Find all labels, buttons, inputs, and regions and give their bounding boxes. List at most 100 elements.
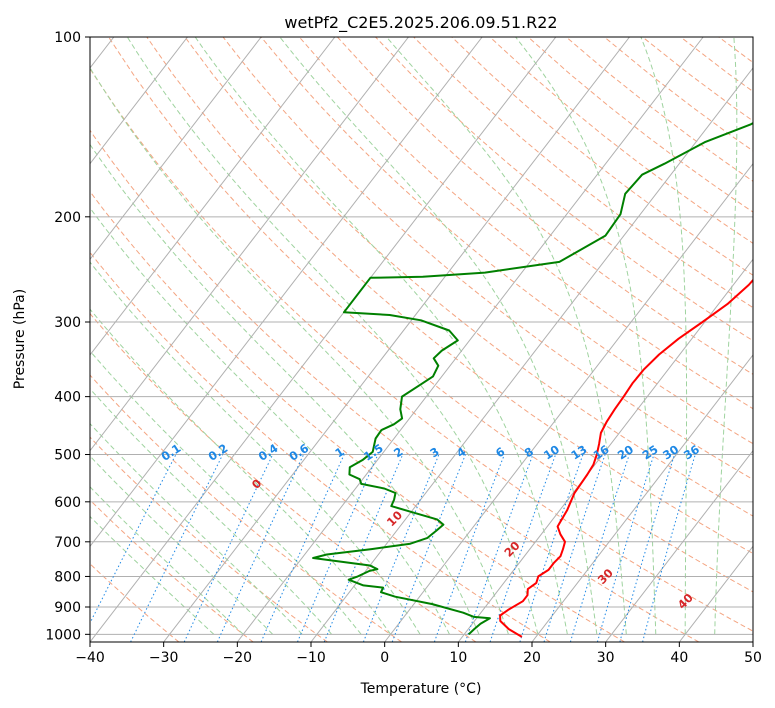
mixing-ratio-label: 0.1	[159, 441, 184, 464]
moist-adiabat-line	[126, 37, 539, 635]
isotherm-line	[90, 37, 409, 452]
dry-adiabat-line	[451, 37, 753, 276]
dry-adiabat-line	[489, 37, 753, 244]
isotherm-line	[384, 162, 753, 642]
moist-adiabat-line	[90, 66, 509, 635]
mixing-ratio-label: 2	[391, 444, 405, 460]
isotherm-line	[678, 545, 753, 642]
x-tick-label: 20	[523, 650, 541, 666]
isotherm-line	[605, 449, 753, 642]
pressure-gridlines	[90, 37, 753, 635]
chart-title: wetPf2_C2E5.2025.206.09.51.R22	[284, 13, 557, 33]
y-tick-label: 900	[54, 600, 81, 616]
dry-adiabat-line	[527, 37, 753, 213]
x-tick-label: 10	[449, 650, 467, 666]
moist-adiabat-line	[515, 37, 657, 635]
temperature-line	[499, 278, 753, 638]
isotherm-line	[90, 37, 483, 548]
isotherm-line	[90, 37, 188, 165]
moist-adiabat-line	[90, 207, 450, 635]
moist-adiabat-line	[279, 37, 598, 635]
mixing-ratio-line	[596, 454, 655, 642]
mixing-ratio-line	[489, 454, 557, 642]
x-tick-label: −40	[75, 650, 105, 666]
plot-frame	[89, 36, 754, 643]
mixing-ratio-line	[362, 454, 440, 642]
y-axis: 100 200 300 400 500 600 700 800 900 1000	[45, 30, 90, 643]
moist-adiabat-label: 30	[595, 566, 616, 587]
dry-adiabat-line	[90, 251, 551, 642]
mixing-ratio-label: 6	[493, 444, 507, 460]
x-tick-label: −30	[149, 650, 179, 666]
dry-adiabat-line	[90, 374, 402, 642]
x-tick-label: 40	[670, 650, 688, 666]
x-tick-label: 50	[744, 650, 762, 666]
dewpoint-line	[312, 121, 753, 636]
y-tick-label: 700	[54, 535, 81, 551]
y-tick-label: 100	[54, 30, 81, 46]
dry-adiabat-line	[718, 37, 753, 64]
isotherm-line	[531, 354, 753, 642]
dry-adiabat-line	[184, 37, 753, 517]
dry-adiabat-line	[90, 563, 180, 642]
mixing-ratio-line	[619, 454, 675, 642]
moist-adiabat-line	[90, 388, 332, 635]
mixing-ratio-label: 16	[591, 442, 612, 462]
mixing-ratio-line	[642, 454, 696, 642]
moist-adiabat-line	[194, 37, 568, 635]
dry-adiabat-line	[222, 37, 753, 481]
x-tick-label: −20	[223, 650, 253, 666]
mixing-ratio-line	[323, 454, 404, 642]
moist-adiabat-line	[90, 308, 392, 635]
dry-adiabat-line	[90, 499, 254, 642]
isotherm-line	[90, 37, 262, 261]
moist-adiabat-label: 10	[384, 508, 405, 529]
y-tick-label: 600	[54, 495, 81, 511]
mixing-ratio-line	[216, 454, 305, 642]
moist-adiabat-label: 40	[675, 591, 696, 612]
mixing-ratio-label: 13	[568, 442, 589, 462]
dry-adiabat-line	[375, 37, 753, 342]
moist-adiabat-line	[640, 37, 688, 635]
dry-adiabat-line	[642, 37, 753, 122]
y-tick-label: 800	[54, 569, 81, 585]
mixing-ratio-label: 0.2	[206, 441, 231, 464]
moist-adiabat-line	[90, 455, 274, 635]
mixing-ratio-line	[543, 454, 606, 642]
moist-adiabats	[90, 37, 738, 635]
mixing-ratio-line	[130, 454, 224, 642]
dry-adiabat-line	[146, 37, 753, 555]
isotherms	[90, 37, 753, 642]
dry-adiabat-line	[90, 436, 328, 642]
dry-adiabat-line	[90, 190, 625, 642]
mixing-ratio-label: 3	[427, 444, 441, 460]
isotherm-line	[310, 67, 753, 642]
y-tick-label: 500	[54, 448, 81, 464]
x-tick-label: 0	[380, 650, 389, 666]
isotherm-line	[457, 258, 753, 642]
isotherm-line	[90, 37, 557, 642]
mixing-ratio-line	[433, 454, 505, 642]
moist-adiabat-line	[90, 486, 244, 635]
x-axis-label: Temperature (°C)	[360, 681, 482, 697]
dry-adiabat-line	[90, 67, 753, 632]
y-tick-label: 400	[54, 390, 81, 406]
dry-adiabat-line	[90, 129, 700, 642]
mixing-ratio-label: 20	[615, 442, 636, 462]
mixing-ratio-label: 0.6	[287, 441, 312, 464]
moist-adiabat-line	[90, 261, 421, 635]
moist-adiabat-line	[90, 422, 303, 635]
y-axis-label: Pressure (hPa)	[12, 289, 28, 389]
mixing-ratio-line	[569, 454, 630, 642]
moist-adiabat-line	[386, 37, 627, 635]
dry-adiabat-line	[757, 37, 775, 642]
isotherm-line	[236, 37, 704, 642]
mixing-ratio-line	[519, 454, 584, 642]
moist-adiabat-line	[90, 515, 215, 635]
x-tick-label: −10	[296, 650, 326, 666]
mixing-ratio-line	[464, 454, 534, 642]
mixing-ratio-label: 10	[541, 442, 562, 462]
y-tick-label: 1000	[45, 627, 81, 643]
mixing-ratio-lines	[90, 454, 696, 642]
isotherm-line	[163, 37, 630, 642]
